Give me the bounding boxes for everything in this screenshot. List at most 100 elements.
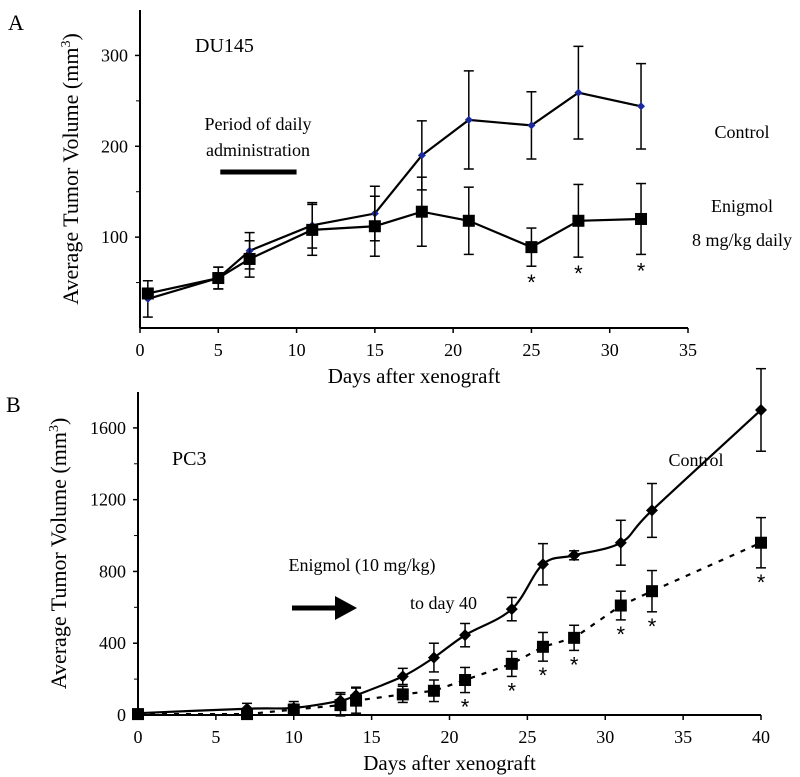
y-axis-label-close: ) bbox=[58, 33, 83, 40]
significance-asterisk: * bbox=[574, 261, 583, 286]
y-tick-label: 200 bbox=[101, 136, 128, 156]
series-label: Control bbox=[714, 122, 769, 142]
y-tick-label: 400 bbox=[99, 633, 126, 653]
diamond-marker bbox=[459, 629, 472, 642]
square-marker bbox=[645, 585, 658, 598]
significance-asterisk: * bbox=[648, 614, 657, 639]
x-tick-label: 25 bbox=[518, 727, 536, 747]
significance-asterisk: * bbox=[637, 258, 646, 283]
square-marker bbox=[212, 272, 225, 285]
chart-title: PC3 bbox=[172, 448, 206, 470]
x-tick-label: 35 bbox=[674, 727, 692, 747]
x-tick-label: 15 bbox=[366, 340, 384, 360]
series-enigmol bbox=[132, 516, 767, 721]
diamond-marker bbox=[645, 504, 658, 517]
panel-label: A bbox=[8, 10, 24, 35]
diamond-marker bbox=[417, 151, 426, 160]
square-marker bbox=[459, 674, 472, 687]
panel-label: B bbox=[6, 392, 21, 417]
square-marker bbox=[396, 688, 409, 701]
y-tick-label: 1200 bbox=[90, 490, 126, 510]
x-tick-label: 25 bbox=[522, 340, 540, 360]
y-axis-label-close: ) bbox=[46, 418, 71, 425]
y-axis-label-text: Average Tumor Volume (mm bbox=[58, 48, 83, 305]
arrow-right-icon bbox=[335, 596, 357, 620]
significance-asterisk: * bbox=[757, 570, 766, 595]
square-marker bbox=[241, 708, 254, 721]
x-tick-label: 5 bbox=[211, 727, 220, 747]
x-tick-label: 5 bbox=[214, 340, 223, 360]
y-tick-label: 0 bbox=[117, 705, 126, 725]
y-tick-label: 1600 bbox=[90, 418, 126, 438]
annotation-line-1: Period of daily bbox=[205, 114, 312, 134]
diamond-marker bbox=[568, 549, 581, 562]
annotation-line-1: Enigmol (10 mg/kg) bbox=[289, 555, 436, 576]
x-tick-label: 10 bbox=[288, 340, 306, 360]
diamond-marker bbox=[755, 403, 767, 416]
y-tick-label: 100 bbox=[101, 227, 128, 247]
significance-asterisk: * bbox=[508, 678, 517, 703]
significance-asterisk: * bbox=[539, 663, 548, 688]
diamond-marker bbox=[464, 115, 473, 124]
square-marker bbox=[415, 205, 428, 218]
square-marker bbox=[350, 694, 363, 707]
x-tick-label: 35 bbox=[679, 340, 697, 360]
chart-title: DU145 bbox=[195, 35, 254, 57]
square-marker bbox=[572, 214, 585, 227]
square-marker bbox=[368, 220, 381, 233]
y-axis-label: Average Tumor Volume (mm3) bbox=[58, 33, 83, 305]
square-marker bbox=[755, 536, 767, 549]
series-label: Control bbox=[668, 450, 723, 470]
diamond-marker bbox=[396, 670, 409, 683]
annotation-line-2: to day 40 bbox=[410, 593, 477, 613]
panel-b: 0 5 10 15 20 25 30 35 40040080012001600BPC3Days … bbox=[6, 367, 770, 775]
significance-asterisk: * bbox=[570, 652, 579, 677]
x-tick-label: 30 bbox=[596, 727, 614, 747]
x-tick-label: 20 bbox=[444, 340, 462, 360]
x-tick-label: 10 bbox=[285, 727, 303, 747]
panel-a: 0 5 10 15 20 25 30 35 100 200 300 A DU145 Days after … bbox=[8, 10, 792, 388]
diamond-marker bbox=[427, 651, 440, 664]
square-marker bbox=[306, 223, 319, 236]
diamond-marker bbox=[637, 102, 646, 111]
square-marker bbox=[141, 287, 154, 300]
square-marker bbox=[505, 657, 518, 670]
diamond-marker bbox=[505, 603, 518, 616]
series-label: Enigmol bbox=[711, 196, 773, 216]
y-axis-label-text: Average Tumor Volume (mm bbox=[46, 432, 71, 689]
significance-asterisk: * bbox=[527, 270, 536, 295]
diamond-marker bbox=[614, 536, 627, 549]
square-marker bbox=[427, 684, 440, 697]
y-tick-label: 800 bbox=[99, 561, 126, 581]
x-axis-label: Days after xenograft bbox=[363, 751, 536, 775]
x-tick-label: 40 bbox=[752, 727, 770, 747]
series-enigmol bbox=[141, 176, 648, 300]
y-tick-label: 300 bbox=[101, 45, 128, 65]
diamond-marker bbox=[527, 121, 536, 130]
significance-asterisk: * bbox=[461, 695, 470, 720]
x-axis-label: Days after xenograft bbox=[328, 364, 501, 388]
series-control bbox=[132, 367, 767, 720]
square-marker bbox=[525, 241, 538, 254]
square-marker bbox=[614, 599, 627, 612]
series-line bbox=[138, 541, 762, 716]
square-marker bbox=[536, 640, 549, 653]
diamond-marker bbox=[574, 88, 583, 97]
series-line bbox=[147, 210, 642, 295]
y-axis-label: Average Tumor Volume (mm3) bbox=[46, 418, 71, 690]
annotation-line-2: administration bbox=[206, 140, 310, 160]
x-tick-label: 20 bbox=[441, 727, 459, 747]
y-axis-label-sup: 3 bbox=[47, 425, 62, 432]
x-tick-label: 30 bbox=[601, 340, 619, 360]
square-marker bbox=[287, 703, 300, 716]
x-tick-label: 15 bbox=[363, 727, 381, 747]
series-line bbox=[147, 91, 642, 300]
diamond-marker bbox=[536, 558, 549, 571]
significance-asterisk: * bbox=[617, 622, 626, 647]
series-label: 8 mg/kg daily bbox=[692, 230, 792, 250]
y-axis-label-sup: 3 bbox=[59, 41, 74, 48]
square-marker bbox=[462, 214, 475, 227]
square-marker bbox=[132, 708, 144, 721]
square-marker bbox=[568, 631, 581, 644]
